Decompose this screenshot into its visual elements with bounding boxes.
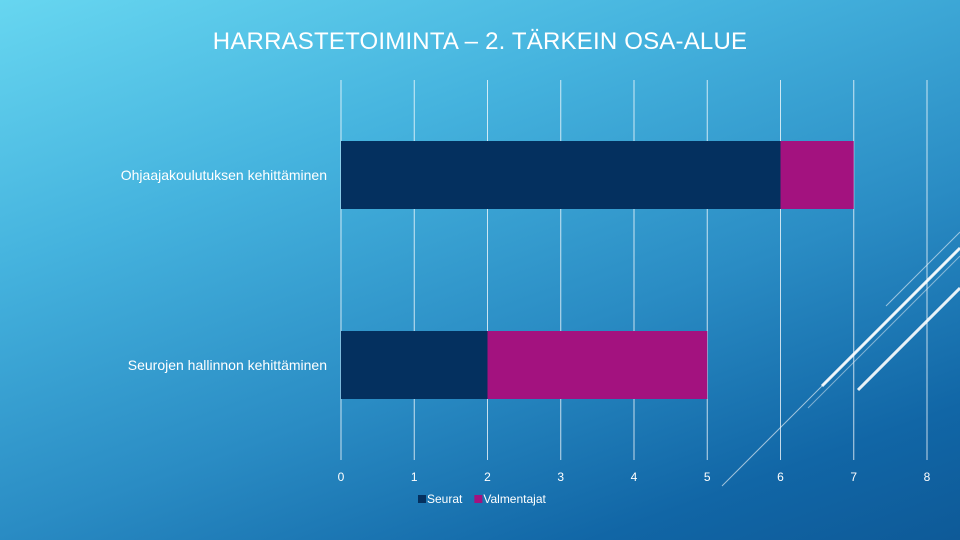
legend-label-valmentajat: Valmentajat bbox=[483, 492, 546, 506]
category-label: Seurojen hallinnon kehittäminen bbox=[128, 357, 327, 373]
chart-title: HARRASTETOIMINTA – 2. TÄRKEIN OSA-ALUE bbox=[212, 28, 748, 55]
x-tick-label: 6 bbox=[777, 470, 784, 484]
bar-valmentajat bbox=[780, 141, 854, 209]
x-tick-label: 8 bbox=[924, 470, 931, 484]
x-tick-label: 3 bbox=[557, 470, 564, 484]
category-label: Ohjaajakoulutuksen kehittäminen bbox=[121, 167, 327, 183]
legend-swatch-valmentajat bbox=[474, 495, 483, 503]
gridlines bbox=[340, 80, 928, 460]
legend-label-seurat: Seurat bbox=[427, 492, 463, 506]
bars bbox=[341, 141, 854, 399]
bar-valmentajat bbox=[487, 331, 708, 399]
legend-swatch-seurat bbox=[418, 495, 426, 503]
decorative-line bbox=[807, 255, 960, 409]
decorative-line bbox=[856, 286, 960, 392]
x-tick-label: 5 bbox=[704, 470, 711, 484]
x-tick-label: 7 bbox=[850, 470, 857, 484]
x-tick-label: 1 bbox=[411, 470, 418, 484]
bar-seurat bbox=[341, 141, 781, 209]
legend[interactable]: Seurat Valmentajat bbox=[418, 492, 547, 506]
x-axis-ticks: 0 1 2 3 4 5 6 7 8 bbox=[338, 470, 931, 484]
category-labels: Ohjaajakoulutuksen kehittäminen Seurojen … bbox=[121, 167, 327, 373]
x-tick-label: 2 bbox=[484, 470, 491, 484]
bar-seurat bbox=[341, 331, 488, 399]
decorative-line bbox=[885, 231, 960, 307]
decorative-line bbox=[721, 247, 960, 487]
x-tick-label: 4 bbox=[631, 470, 638, 484]
x-tick-label: 0 bbox=[338, 470, 345, 484]
